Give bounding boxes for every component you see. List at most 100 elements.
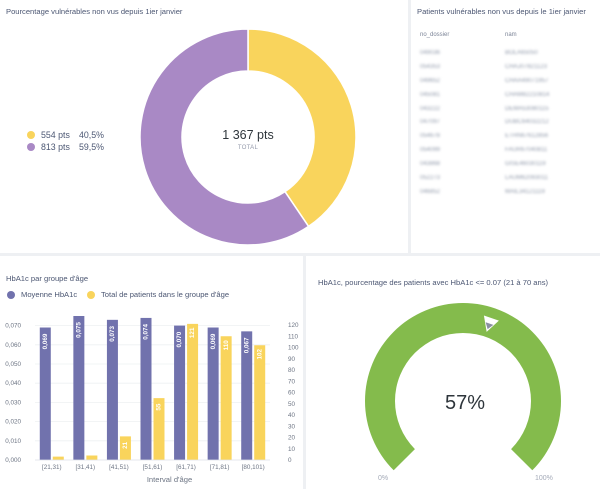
bar-data-label: 0,075 bbox=[76, 322, 83, 338]
cell-nam: DEMA53080115 bbox=[505, 105, 549, 112]
gauge-card-title[interactable]: HbA1c, pourcentage des patients avec HbA… bbox=[318, 278, 549, 287]
x-tick-label: [51,61) bbox=[143, 464, 163, 471]
bar-hba1c[interactable] bbox=[39, 327, 51, 460]
table-row[interactable]: 046852 MAIL34121119 bbox=[420, 185, 595, 199]
bar-hba1c[interactable] bbox=[207, 327, 219, 460]
y-left-tick-label: 0,020 bbox=[5, 419, 21, 426]
bar-patients[interactable] bbox=[220, 336, 232, 460]
bar-hba1c[interactable] bbox=[73, 316, 85, 460]
gauge-arc[interactable] bbox=[364, 303, 561, 471]
bar-hba1c[interactable] bbox=[241, 331, 253, 460]
cell-no-dossier: 054678 bbox=[420, 133, 441, 140]
cell-no-dossier: 054353 bbox=[420, 63, 441, 70]
y-right-tick-label: 80 bbox=[288, 367, 296, 374]
cell-nam: CHAA49071957 bbox=[505, 77, 549, 84]
cell-nam: MAIL34121119 bbox=[505, 188, 545, 195]
legend-label: Total de patients dans le groupe d'âge bbox=[101, 290, 230, 299]
gauge-max-label: 100% bbox=[535, 475, 553, 482]
table-row[interactable]: 043222 DEMA53080115 bbox=[420, 102, 595, 116]
cell-no-dossier: 046852 bbox=[420, 188, 441, 195]
table-card-title[interactable]: Patients vulnérables non vus depuis le 1… bbox=[417, 7, 586, 16]
y-right-tick-label: 100 bbox=[288, 345, 299, 352]
cell-no-dossier: 045081 bbox=[420, 91, 441, 98]
cell-no-dossier: 049652 bbox=[420, 77, 441, 84]
y-right-tick-label: 0 bbox=[288, 457, 292, 464]
bar-patients[interactable] bbox=[153, 398, 165, 460]
y-left-tick-label: 0,060 bbox=[5, 342, 21, 349]
bar-patients[interactable] bbox=[187, 323, 199, 460]
donut-legend-item-2[interactable]: 813 pts 59,5% bbox=[27, 142, 104, 152]
x-tick-label: [71,81) bbox=[210, 464, 230, 471]
cell-no-dossier: 043868 bbox=[420, 161, 441, 168]
bar-hba1c[interactable] bbox=[174, 325, 186, 460]
cell-no-dossier: 049036 bbox=[420, 49, 441, 56]
bar-card-title[interactable]: HbA1c par groupe d'âge bbox=[6, 274, 89, 283]
bar-data-label: 0,069 bbox=[42, 333, 49, 349]
patients-table: no_dossier nam 049036 BOLA65050 054353 CHAJ… bbox=[420, 31, 595, 199]
cell-nam: DUBC64032212 bbox=[505, 119, 549, 126]
bar-patients[interactable] bbox=[119, 436, 131, 460]
table-row[interactable]: 047097 DUBC64032212 bbox=[420, 115, 595, 129]
x-axis-title: Interval d'âge bbox=[146, 475, 193, 484]
bar-data-label: 0,070 bbox=[176, 331, 183, 347]
bar-data-label: 110 bbox=[223, 340, 230, 351]
x-tick-label: [41,51) bbox=[109, 464, 129, 471]
donut-slice[interactable] bbox=[247, 28, 357, 228]
cell-nam: FAUR67040811 bbox=[505, 147, 548, 154]
bar-data-label: 0,074 bbox=[143, 324, 150, 340]
table-row[interactable]: 049036 BOLA65050 bbox=[420, 46, 595, 60]
x-tick-label: [31,41) bbox=[76, 464, 96, 471]
bar-data-label: 55 bbox=[156, 403, 163, 411]
bar-data-label: 0,067 bbox=[243, 337, 250, 353]
table-row[interactable]: 054099 FAUR67040811 bbox=[420, 143, 595, 157]
table-row[interactable]: 045081 CHAM82210814 bbox=[420, 88, 595, 102]
x-tick-label: [80,101) bbox=[242, 464, 265, 471]
donut-legend-item-1[interactable]: 554 pts 40,5% bbox=[27, 130, 104, 140]
table-row[interactable]: 052273 LAUM62093011 bbox=[420, 171, 595, 185]
y-right-tick-label: 10 bbox=[288, 446, 296, 453]
bar-data-label: 21 bbox=[122, 441, 129, 449]
bar-legend-item-2[interactable]: Total de patients dans le groupe d'âge bbox=[87, 290, 229, 299]
y-right-tick-label: 90 bbox=[288, 356, 296, 363]
x-tick-label: [21,31) bbox=[42, 464, 62, 471]
y-right-tick-label: 60 bbox=[288, 390, 296, 397]
patients-table-card: Patients vulnérables non vus depuis le 1… bbox=[411, 0, 600, 253]
donut-slice[interactable] bbox=[139, 28, 310, 246]
table-row[interactable]: 054353 CHAJ07821123 bbox=[420, 60, 595, 74]
y-left-tick-label: 0,010 bbox=[5, 438, 21, 445]
y-left-tick-label: 0,050 bbox=[5, 361, 21, 368]
legend-pct: 59,5% bbox=[79, 142, 104, 152]
bar-patients[interactable] bbox=[254, 345, 266, 460]
cell-nam: CHAJ07821123 bbox=[505, 63, 547, 70]
y-left-tick-label: 0,000 bbox=[5, 457, 21, 464]
y-right-tick-label: 30 bbox=[288, 423, 296, 430]
column-header-no-dossier[interactable]: no_dossier bbox=[420, 32, 450, 38]
bar-legend-item-1[interactable]: Moyenne HbA1c bbox=[7, 290, 77, 299]
cell-nam: GISE46030119 bbox=[505, 161, 546, 168]
legend-dot bbox=[7, 290, 15, 299]
cell-nam: ETHN67612856 bbox=[505, 133, 549, 140]
x-tick-label: [61,71) bbox=[176, 464, 196, 471]
legend-pts: 554 pts bbox=[41, 130, 70, 140]
cell-no-dossier: 043222 bbox=[420, 105, 441, 112]
y-left-tick-label: 0,030 bbox=[5, 399, 21, 406]
legend-dot bbox=[87, 290, 95, 299]
y-left-tick-label: 0,040 bbox=[5, 380, 21, 387]
bar-patients[interactable] bbox=[86, 455, 98, 461]
gauge-pointer bbox=[485, 322, 494, 330]
table-row[interactable]: 049652 CHAA49071957 bbox=[420, 74, 595, 88]
bar-data-label: 102 bbox=[256, 349, 263, 360]
y-right-tick-label: 70 bbox=[288, 378, 296, 385]
bar-hba1c[interactable] bbox=[140, 317, 152, 460]
donut-card-title[interactable]: Pourcentage vulnérables non vus depuis 1… bbox=[6, 7, 183, 16]
column-header-nam[interactable]: nam bbox=[505, 32, 517, 38]
y-right-tick-label: 110 bbox=[288, 333, 299, 340]
bar-hba1c[interactable] bbox=[106, 319, 118, 460]
table-row[interactable]: 043868 GISE46030119 bbox=[420, 157, 595, 171]
cell-no-dossier: 052273 bbox=[420, 174, 441, 181]
table-row[interactable]: 054678 ETHN67612856 bbox=[420, 129, 595, 143]
bar-patients[interactable] bbox=[52, 456, 64, 460]
